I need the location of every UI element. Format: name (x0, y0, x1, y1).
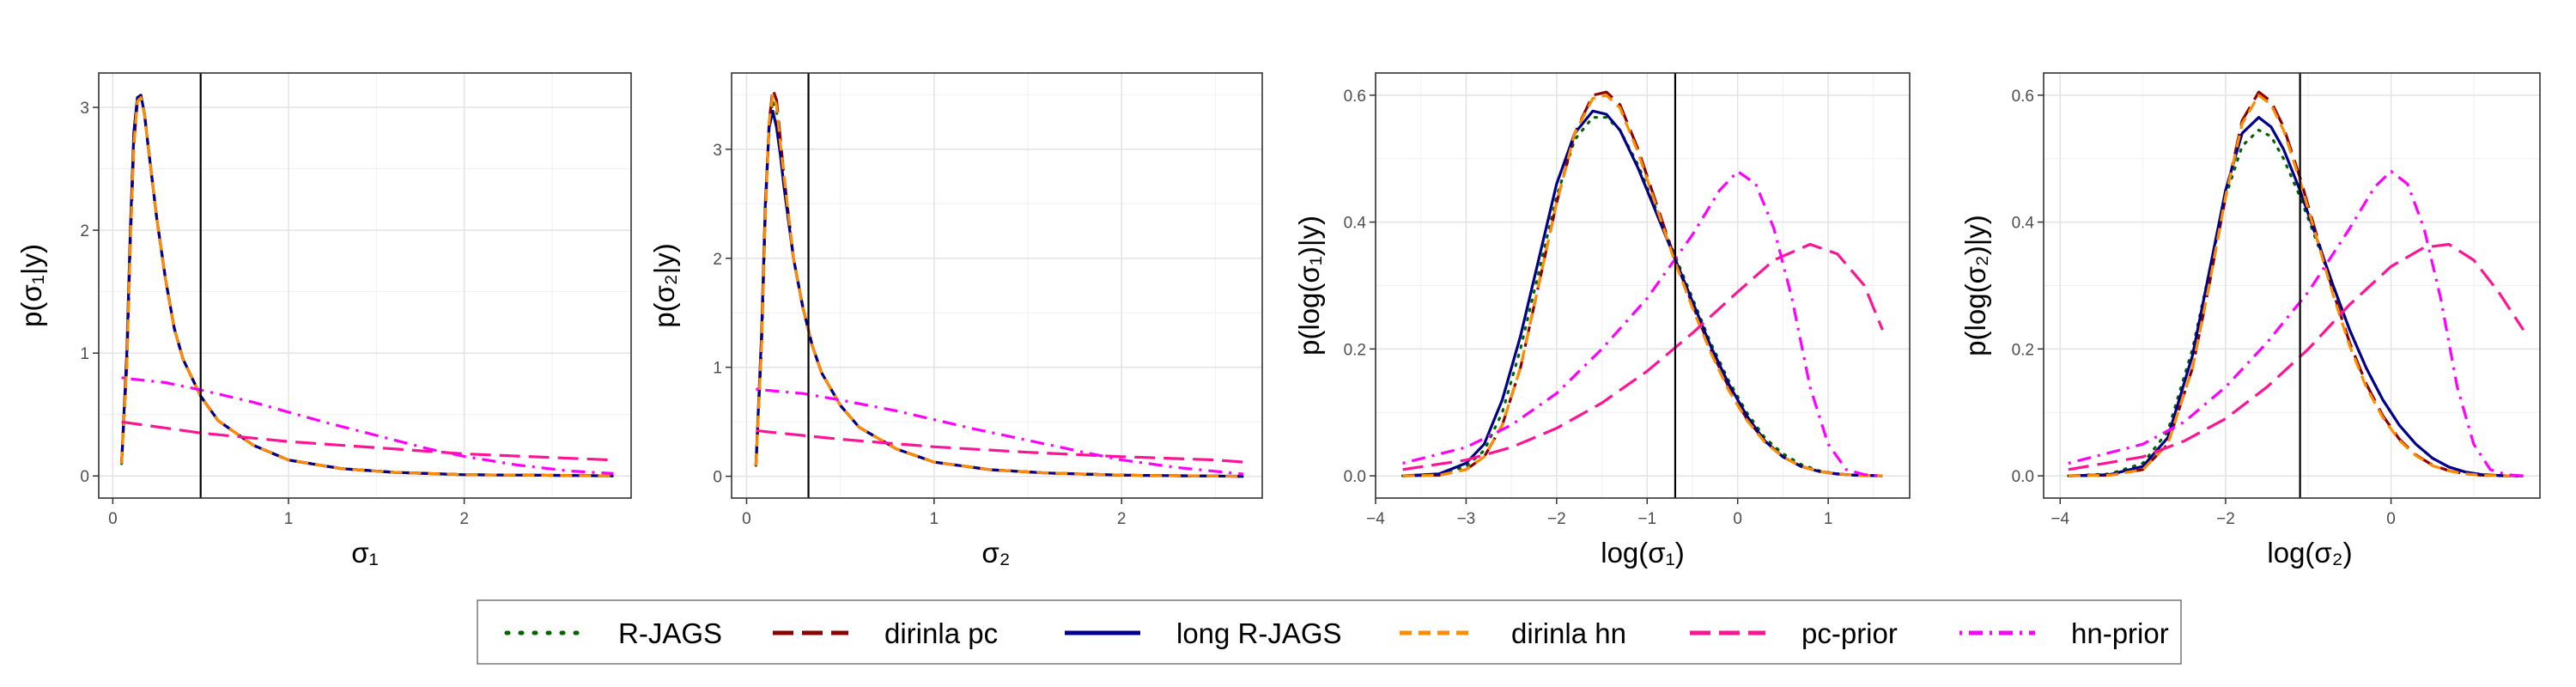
y-tick-label: 0.0 (1344, 468, 1366, 486)
x-tick-label: 1 (930, 510, 939, 528)
x-tick-label: 0 (742, 510, 751, 528)
x-axis-title: log(σ₂) (2267, 537, 2352, 568)
series-line-hn-prior (1402, 169, 1883, 477)
minor-gridlines (1376, 73, 1910, 498)
series-line-dirinla-hn (2068, 94, 2524, 477)
minor-gridlines (99, 73, 631, 498)
x-tick-label: 0 (1733, 510, 1742, 528)
series-line-hn-prior (121, 376, 614, 475)
major-gridlines (732, 73, 1262, 498)
series-line-dirinla-pc (2068, 90, 2524, 477)
panel-1: 0 1 2 0 1 2 3 σ₁ p(σ₁|y) (15, 72, 632, 568)
series-line-hn-prior (756, 387, 1244, 476)
series-group (120, 94, 616, 477)
series-line-dirinla-pc (120, 96, 614, 477)
x-tick-label: 0 (2386, 510, 2396, 528)
x-tick-label: 2 (459, 510, 469, 528)
series-group (1401, 90, 1884, 477)
y-tick-label: 0.0 (2012, 468, 2034, 486)
y-tick-label: 2 (713, 251, 722, 269)
series-group (2067, 90, 2525, 477)
panel-3: −4 −3 −2 −1 0 1 0.0 0.2 0.4 0.6 log(σ₁) p(log(σ₁)|y… (1293, 72, 1911, 568)
series-group (754, 88, 1245, 478)
major-gridlines (1375, 73, 1910, 498)
legend-item-dirinla-hn: dirinla hn (1400, 617, 1626, 649)
legend-item-hn-prior: hn-prior (1959, 617, 2169, 649)
legend-item-pc-prior: pc-prior (1690, 617, 1898, 649)
series-line-pc-prior (1402, 242, 1884, 471)
y-tick-label: 3 (80, 100, 89, 118)
y-tick-label: 2 (80, 222, 89, 240)
major-gridlines (2044, 73, 2540, 498)
series-line-hn-prior (2068, 169, 2524, 477)
legend-label: hn-prior (2071, 617, 2169, 649)
series-line-r-jags (1401, 116, 1884, 477)
x-tick-label: −1 (1637, 510, 1656, 528)
y-tick-label: 1 (713, 360, 722, 378)
y-tick-label: 0 (80, 468, 89, 486)
legend-label: dirinla hn (1511, 617, 1626, 649)
y-tick-label: 0.6 (1344, 88, 1366, 106)
series-line-dirinla-pc (1402, 90, 1883, 477)
panel-4: −4 −2 0 0.0 0.2 0.4 0.6 log(σ₂) p(log(σ₂)|y) (1959, 72, 2541, 568)
series-line-pc-prior (756, 429, 1244, 464)
x-tick-label: −3 (1457, 510, 1476, 528)
panel-2: 0 1 2 0 1 2 3 σ₂ p(σ₂|y) (648, 72, 1263, 568)
panel-border (1375, 72, 1911, 499)
legend-item-r-jags: R-JAGS (504, 617, 722, 649)
y-tick-label: 3 (713, 142, 722, 160)
x-tick-label: 0 (108, 510, 118, 528)
legend-label: dirinla pc (884, 617, 998, 649)
x-axis-title: σ₂ (981, 537, 1010, 568)
legend-label: pc-prior (1801, 617, 1898, 649)
series-line-pc-prior (121, 420, 614, 462)
x-tick-label: 2 (1117, 510, 1127, 528)
series-line-r-jags (120, 96, 616, 477)
y-tick-label: 0.6 (2012, 88, 2034, 106)
y-axis-title: p(σ₂|y) (648, 243, 680, 328)
series-line-dirinla-hn (1402, 94, 1883, 477)
y-tick-label: 0.2 (1344, 341, 1366, 359)
legend-item-dirinla-pc: dirinla pc (773, 617, 998, 649)
x-tick-label: 1 (1824, 510, 1833, 528)
minor-gridlines (732, 73, 1262, 498)
series-line-pc-prior (2068, 242, 2525, 471)
x-tick-label: −2 (2216, 510, 2235, 528)
y-axis-title: p(σ₁|y) (15, 244, 47, 327)
y-axis-title: p(log(σ₂)|y) (1959, 215, 1991, 356)
y-axis-title: p(log(σ₁)|y) (1293, 216, 1325, 356)
series-line-dirinla-pc (754, 88, 1244, 478)
legend-box (477, 599, 2182, 665)
panel-border (98, 72, 632, 499)
legend-label: long R-JAGS (1176, 617, 1342, 649)
panel-border (731, 72, 1263, 499)
x-tick-label: −4 (1366, 510, 1385, 528)
series-line-long-r-jags (1402, 109, 1883, 477)
y-tick-label: 0.4 (1344, 215, 1367, 233)
panel-border (2043, 72, 2541, 499)
series-line-dirinla-hn (754, 93, 1244, 478)
y-tick-label: 0.4 (2012, 215, 2035, 233)
y-tick-label: 0.2 (2012, 341, 2034, 359)
legend-item-long-r-jags: long R-JAGS (1065, 617, 1342, 649)
minor-gridlines (2044, 73, 2540, 498)
x-tick-label: 1 (284, 510, 294, 528)
x-tick-label: −2 (1547, 510, 1566, 528)
major-gridlines (99, 73, 631, 498)
legend: R-JAGS dirinla pc long R-JAGS dirinla hn pc-… (477, 599, 2182, 665)
series-line-long-r-jags (120, 94, 614, 477)
x-tick-label: −4 (2050, 510, 2069, 528)
y-tick-label: 0 (713, 469, 722, 487)
series-line-r-jags (754, 99, 1245, 478)
legend-label: R-JAGS (618, 617, 722, 649)
x-axis-title: log(σ₁) (1601, 537, 1685, 568)
x-axis-title: σ₁ (351, 537, 379, 568)
series-line-dirinla-hn (120, 96, 614, 477)
y-tick-label: 1 (80, 345, 89, 363)
